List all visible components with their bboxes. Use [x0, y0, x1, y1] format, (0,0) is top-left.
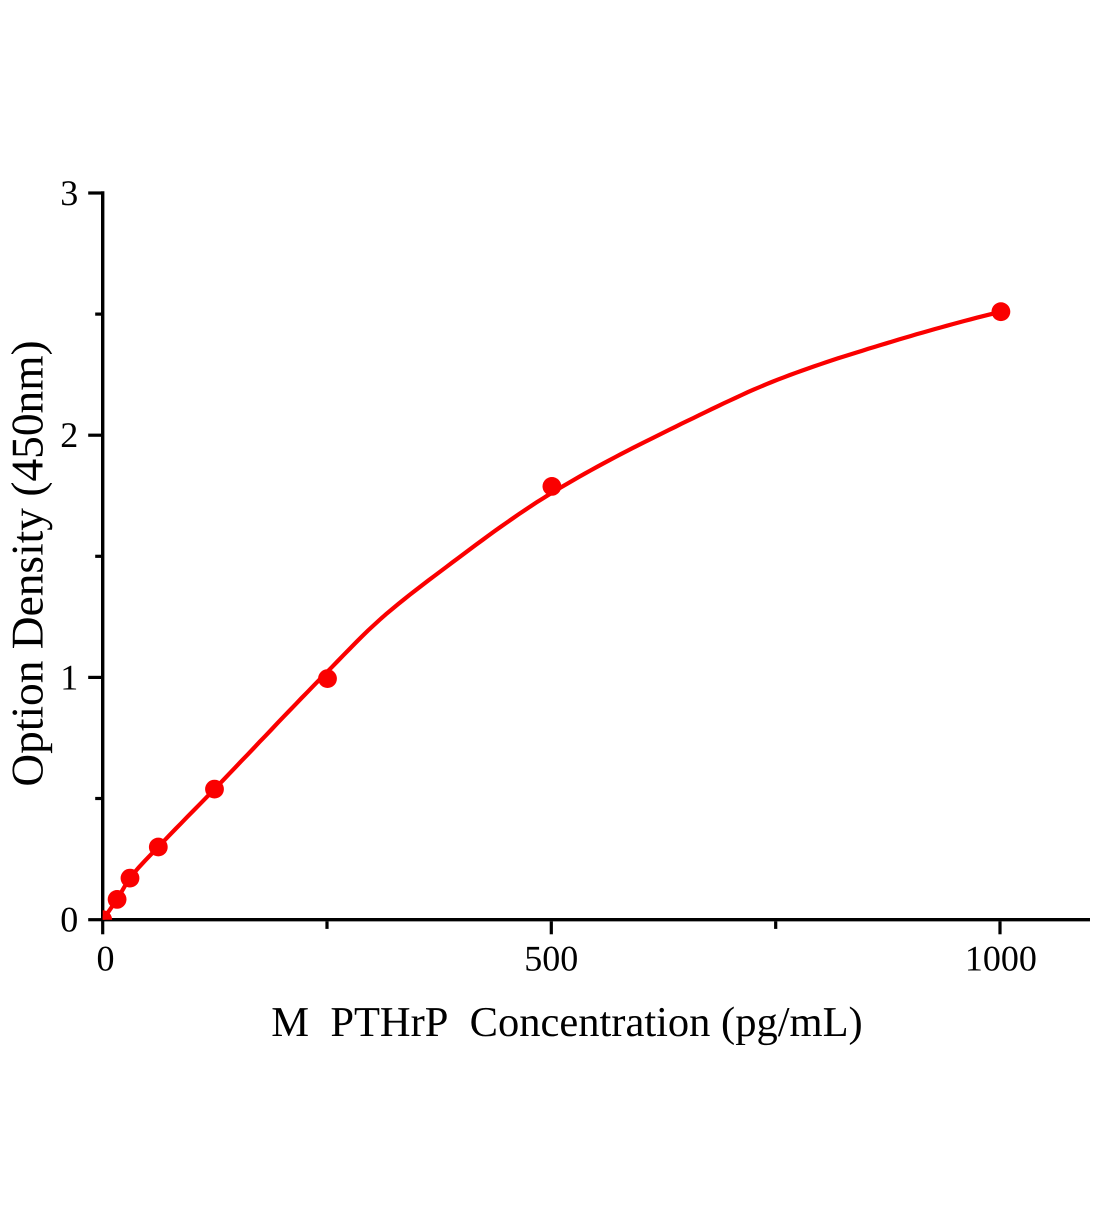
svg-text:2: 2 — [60, 415, 78, 455]
svg-text:1000: 1000 — [965, 938, 1037, 978]
svg-text:M PTHrP Concentration (pg/mL: M PTHrP Concentration (pg/mL) — [271, 999, 862, 1046]
svg-text:500: 500 — [524, 938, 578, 978]
svg-text:1: 1 — [60, 657, 78, 697]
svg-text:3: 3 — [60, 173, 78, 213]
svg-text:Option Density (450nm): Option Density (450nm) — [3, 340, 53, 786]
svg-text:0: 0 — [97, 938, 115, 978]
svg-text:0: 0 — [60, 900, 78, 940]
